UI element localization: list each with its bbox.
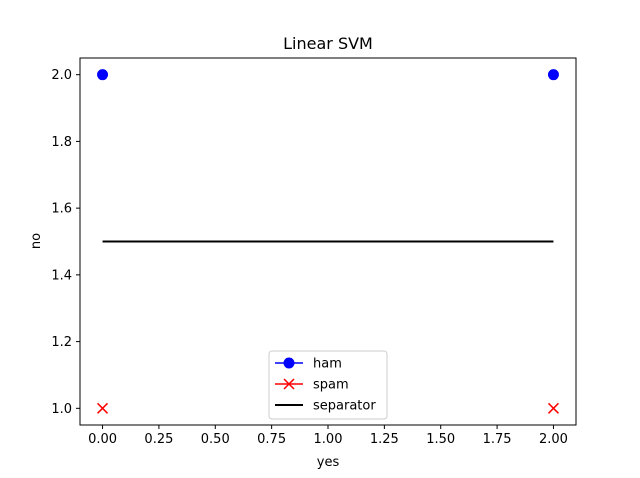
y-tick-label: 1.0 (51, 402, 72, 417)
x-marker-stroke (97, 402, 109, 414)
legend-entry-separator: separator (275, 399, 376, 414)
legend-label: ham (313, 357, 342, 372)
x-axis-label: yes (317, 455, 340, 470)
y-tick-label: 2.0 (51, 68, 72, 83)
spam-point (547, 402, 559, 414)
y-tick-label: 1.2 (51, 335, 72, 350)
series-layer (97, 69, 559, 414)
y-axis: 1.0 1.2 1.4 1.6 1.8 2.0 (51, 68, 80, 417)
legend-marker (283, 378, 295, 390)
y-tick-label: 1.6 (51, 202, 72, 217)
x-tick-label: 0.75 (257, 432, 286, 447)
legend-label: separator (313, 399, 376, 414)
y-tick-label: 1.4 (51, 268, 72, 283)
legend-entry-spam: spam (275, 378, 349, 393)
x-tick-label: 1.75 (483, 432, 512, 447)
x-tick-label: 1.25 (370, 432, 399, 447)
legend: ham spam separator (268, 350, 388, 420)
x-tick-label: 1.50 (426, 432, 455, 447)
x-axis: 0.00 0.25 0.50 0.75 1.00 1.25 1.50 1.75 2.00 (88, 425, 568, 447)
y-axis-label: no (29, 233, 44, 249)
x-marker-stroke (283, 378, 295, 390)
x-tick-label: 1.00 (314, 432, 343, 447)
legend-box (268, 350, 388, 420)
x-tick-label: 0.00 (88, 432, 117, 447)
legend-label: spam (313, 378, 349, 393)
x-tick-label: 2.00 (539, 432, 568, 447)
ham-point (547, 69, 559, 81)
ham-point (97, 69, 109, 81)
legend-marker (283, 357, 295, 369)
x-tick-label: 0.25 (144, 432, 173, 447)
legend-entry-ham: ham (275, 357, 342, 372)
y-tick-label: 1.8 (51, 135, 72, 150)
chart-title: Linear SVM (283, 34, 373, 53)
x-marker-stroke (547, 402, 559, 414)
spam-point (97, 402, 109, 414)
x-tick-label: 0.50 (201, 432, 230, 447)
